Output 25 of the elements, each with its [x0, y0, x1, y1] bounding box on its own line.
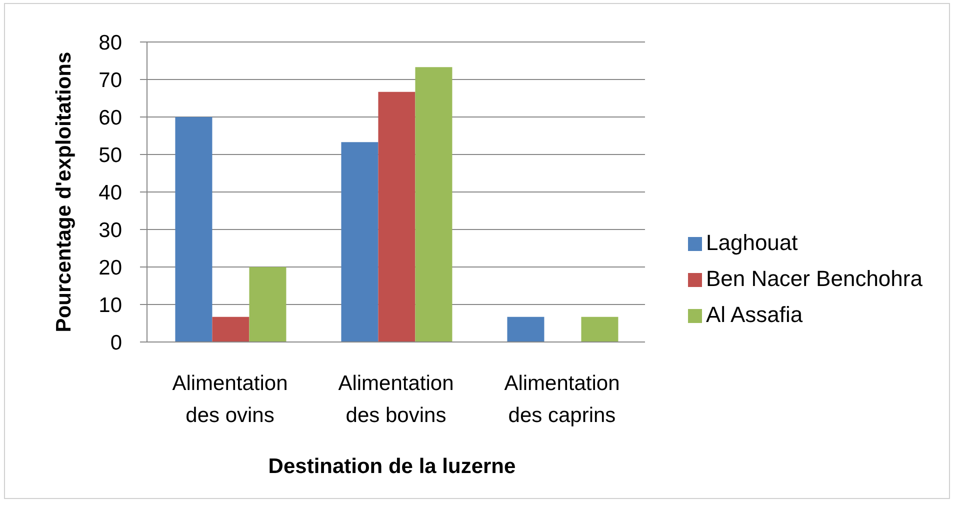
x-tick-label: Alimentation des bovins [338, 372, 454, 427]
bar [378, 92, 416, 342]
bar [581, 316, 618, 342]
y-tick-label: 30 [98, 218, 122, 242]
y-tick-label: 0 [110, 331, 122, 354]
x-axis-title: Destination de la luzerne [268, 455, 516, 478]
bar [249, 267, 286, 342]
y-tick-label: 80 [98, 31, 122, 54]
x-tick-label: Alimentation des caprins [504, 372, 620, 427]
bar [212, 316, 250, 342]
y-tick-label: 60 [98, 106, 122, 130]
y-tick-label: 70 [98, 68, 122, 92]
legend-label: Al Assafia [706, 302, 803, 327]
x-tick-label: Alimentation des ovins [172, 372, 288, 427]
bar [415, 67, 452, 342]
y-tick-label: 40 [98, 181, 122, 204]
bar [341, 142, 378, 342]
y-tick-label: 50 [98, 144, 122, 167]
bar [507, 316, 544, 342]
bar [175, 117, 212, 342]
legend-label: Laghouat [706, 230, 798, 255]
y-axis-title: Pourcentage d'exploitations [52, 52, 76, 332]
legend-label: Ben Nacer Benchohra [706, 266, 922, 291]
y-tick-label: 10 [98, 294, 122, 317]
y-tick-label: 20 [98, 256, 122, 280]
